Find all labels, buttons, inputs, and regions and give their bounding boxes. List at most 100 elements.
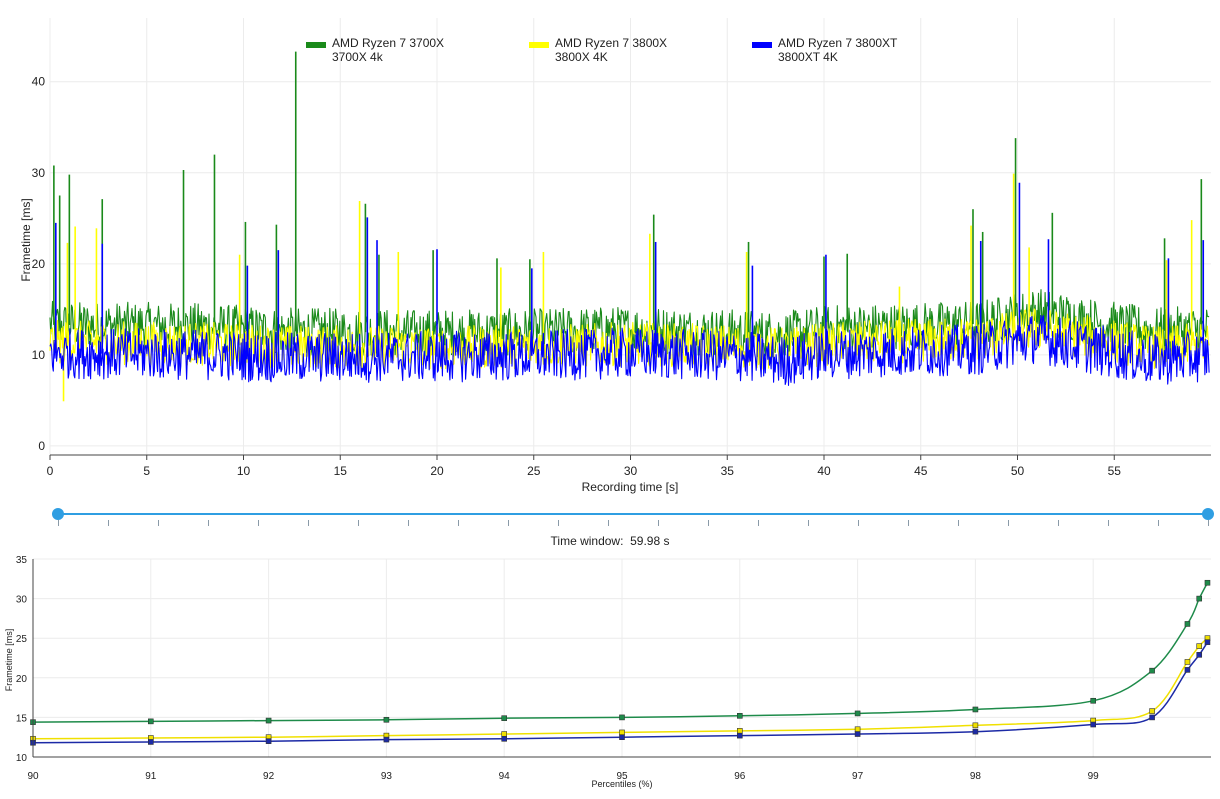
percentile-point: [854, 710, 861, 717]
frametime-series-line: [49, 315, 1210, 386]
frametime-x-tick-label: 15: [334, 464, 348, 478]
legend-3700x-name: AMD Ryzen 7 3700X: [332, 36, 445, 50]
frametime-x-tick-label: 5: [143, 464, 150, 478]
frametime-x-tick-label: 0: [47, 464, 54, 478]
frametime-grid: [49, 18, 1211, 455]
percentile-point: [1196, 595, 1203, 602]
frametime-series: [49, 51, 1210, 402]
time-window-label: Time window:: [550, 534, 624, 548]
slider-tick: [858, 520, 859, 526]
percentile-x-tick-label: 96: [734, 771, 746, 782]
percentile-x-tick-label: 98: [970, 771, 982, 782]
percentile-point: [972, 722, 979, 729]
percentile-series-line: [32, 582, 1209, 723]
percentile-point: [1204, 639, 1211, 645]
slider-track[interactable]: [58, 513, 1208, 515]
slider-tick: [58, 520, 59, 526]
percentile-series-line: [32, 637, 1209, 740]
percentile-y-tick-label: 30: [16, 595, 28, 606]
percentile-point: [1090, 721, 1096, 728]
frametime-y-tick-label: 10: [32, 348, 46, 362]
frametime-y-tick-label: 20: [32, 257, 46, 271]
percentile-point: [148, 739, 154, 745]
slider-end-handle[interactable]: [1202, 508, 1214, 520]
percentile-axes: 90 91 92 93 94 95 96 97 98 99 10 15 20 25 30 35: [16, 555, 1211, 782]
legend-3800x-name: AMD Ryzen 7 3800X: [555, 36, 668, 50]
slider-start-handle[interactable]: [52, 508, 64, 520]
percentile-point: [854, 731, 861, 737]
percentile-y-tick-label: 35: [16, 555, 28, 566]
percentile-x-axis-label: Percentiles (%): [591, 779, 652, 789]
slider-tick: [808, 520, 809, 526]
percentile-point: [383, 736, 390, 743]
slider-tick: [708, 520, 709, 526]
slider-tick: [408, 520, 409, 526]
frametime-x-tick-label: 25: [527, 464, 541, 478]
frametime-x-tick-label: 10: [237, 464, 251, 478]
percentile-x-tick-label: 92: [263, 771, 275, 782]
percentile-point: [1149, 714, 1155, 721]
frametime-x-tick-label: 55: [1108, 464, 1122, 478]
legend-3800xt-run: 3800XT 4K: [778, 50, 838, 64]
legend: AMD Ryzen 7 3700X 3700X 4k AMD Ryzen 7 3…: [0, 36, 1220, 76]
percentile-point: [1184, 659, 1191, 665]
slider-ticks: [58, 520, 1209, 528]
slider-tick: [208, 520, 209, 526]
percentile-y-tick-label: 20: [16, 674, 28, 685]
legend-3700x-run: 3700X 4k: [332, 50, 383, 64]
slider-tick: [1008, 520, 1009, 526]
percentile-x-tick-label: 99: [1088, 771, 1100, 782]
time-window-readout: Time window: 59.98 s: [0, 534, 1220, 548]
slider-tick: [1158, 520, 1159, 526]
percentile-point: [1184, 667, 1191, 673]
frametime-x-tick-label: 45: [914, 464, 928, 478]
percentile-point: [265, 738, 272, 744]
legend-item-3800xt: AMD Ryzen 7 3800XT 3800XT 4K: [752, 36, 897, 64]
frametime-x-tick-label: 20: [430, 464, 444, 478]
frametime-x-tick-label: 35: [721, 464, 735, 478]
percentile-point: [619, 714, 625, 721]
percentile-x-tick-label: 95: [616, 771, 628, 782]
frametime-chart: 0 5 10 15 20 25 30 35 40 45 50 55 0 10 20 30 40 Frametim…: [19, 18, 1211, 494]
slider-tick: [1108, 520, 1109, 526]
time-window-value: 59.98 s: [630, 534, 670, 548]
frametime-y-axis-label: Frametime [ms]: [19, 198, 33, 281]
percentile-point: [619, 734, 625, 740]
frametime-x-axis-label: Recording time [s]: [582, 480, 679, 494]
percentile-x-tick-label: 97: [852, 771, 864, 782]
percentile-point: [383, 716, 390, 723]
frametime-y-tick-label: 0: [38, 439, 45, 453]
percentile-point: [501, 735, 508, 742]
percentile-series: [30, 579, 1211, 746]
legend-swatch-3800xt: [752, 42, 772, 48]
percentile-y-axis-label: Frametime [ms]: [4, 629, 14, 692]
slider-tick: [758, 520, 759, 526]
time-window-slider[interactable]: [52, 508, 1214, 530]
percentile-point: [972, 728, 979, 735]
legend-item-3700x: AMD Ryzen 7 3700X 3700X 4k: [306, 36, 444, 64]
percentile-point: [619, 729, 625, 736]
percentile-x-tick-label: 91: [145, 771, 157, 782]
slider-tick: [158, 520, 159, 526]
percentile-series-line: [32, 641, 1209, 744]
percentile-x-tick-label: 93: [381, 771, 393, 782]
percentile-point: [972, 706, 979, 713]
frametime-y-tick-label: 40: [32, 75, 46, 89]
frametime-axes: 0 5 10 15 20 25 30 35 40 45 50 55 0 10 20 30 40: [32, 75, 1211, 478]
percentile-point: [1149, 708, 1155, 714]
percentile-point: [854, 726, 861, 733]
percentile-point: [1090, 697, 1096, 704]
slider-tick: [658, 520, 659, 526]
percentile-y-tick-label: 15: [16, 713, 28, 724]
slider-tick: [558, 520, 559, 526]
legend-item-3800x: AMD Ryzen 7 3800X 3800X 4K: [529, 36, 667, 64]
percentile-grid: [32, 558, 1211, 758]
slider-tick: [908, 520, 909, 526]
percentile-point: [501, 715, 508, 721]
percentile-point: [265, 717, 272, 724]
percentile-point: [1149, 667, 1155, 674]
frametime-y-tick-label: 30: [32, 166, 46, 180]
percentile-point: [1196, 652, 1203, 658]
percentile-x-tick-label: 90: [27, 771, 39, 782]
legend-3800x-run: 3800X 4K: [555, 50, 608, 64]
